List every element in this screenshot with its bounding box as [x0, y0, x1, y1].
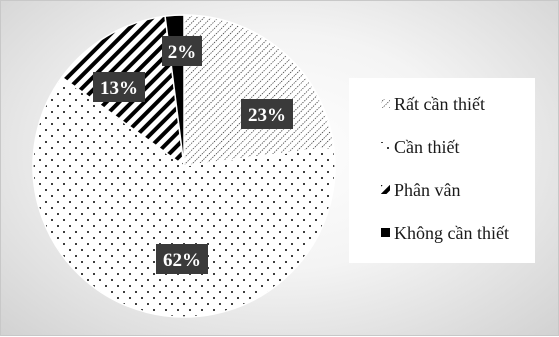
- data-label-box: [93, 72, 145, 102]
- data-label-2: 62%: [156, 244, 208, 274]
- legend-box: [349, 78, 535, 263]
- data-label-4: 2%: [162, 36, 202, 66]
- pie-slice-2: [32, 76, 336, 318]
- legend-label: Phân vân: [394, 180, 461, 200]
- data-label-box: [241, 99, 293, 129]
- data-label-3: 13%: [93, 72, 145, 102]
- legend-swatch: [381, 142, 390, 151]
- legend-swatch: [381, 228, 390, 237]
- legend-label: Không cần thiết: [394, 223, 509, 243]
- legend-swatch: [381, 99, 390, 108]
- data-label-text: 13%: [100, 78, 138, 99]
- data-label-box: [162, 36, 202, 66]
- data-label-text: 23%: [248, 105, 286, 126]
- legend-item-1: Rất cần thiết: [381, 94, 485, 114]
- legend-item-3: Phân vân: [381, 180, 461, 200]
- legend-item-2: Cần thiết: [381, 137, 460, 157]
- legend-swatch: [381, 185, 390, 194]
- legend-label: Cần thiết: [394, 137, 460, 157]
- data-label-text: 62%: [163, 250, 201, 271]
- data-label-text: 2%: [168, 42, 197, 63]
- legend-item-4: Không cần thiết: [381, 223, 509, 243]
- pie-slice-1: [183, 14, 335, 167]
- data-label-box: [156, 244, 208, 274]
- data-label-1: 23%: [241, 99, 293, 129]
- legend-label: Rất cần thiết: [394, 94, 485, 114]
